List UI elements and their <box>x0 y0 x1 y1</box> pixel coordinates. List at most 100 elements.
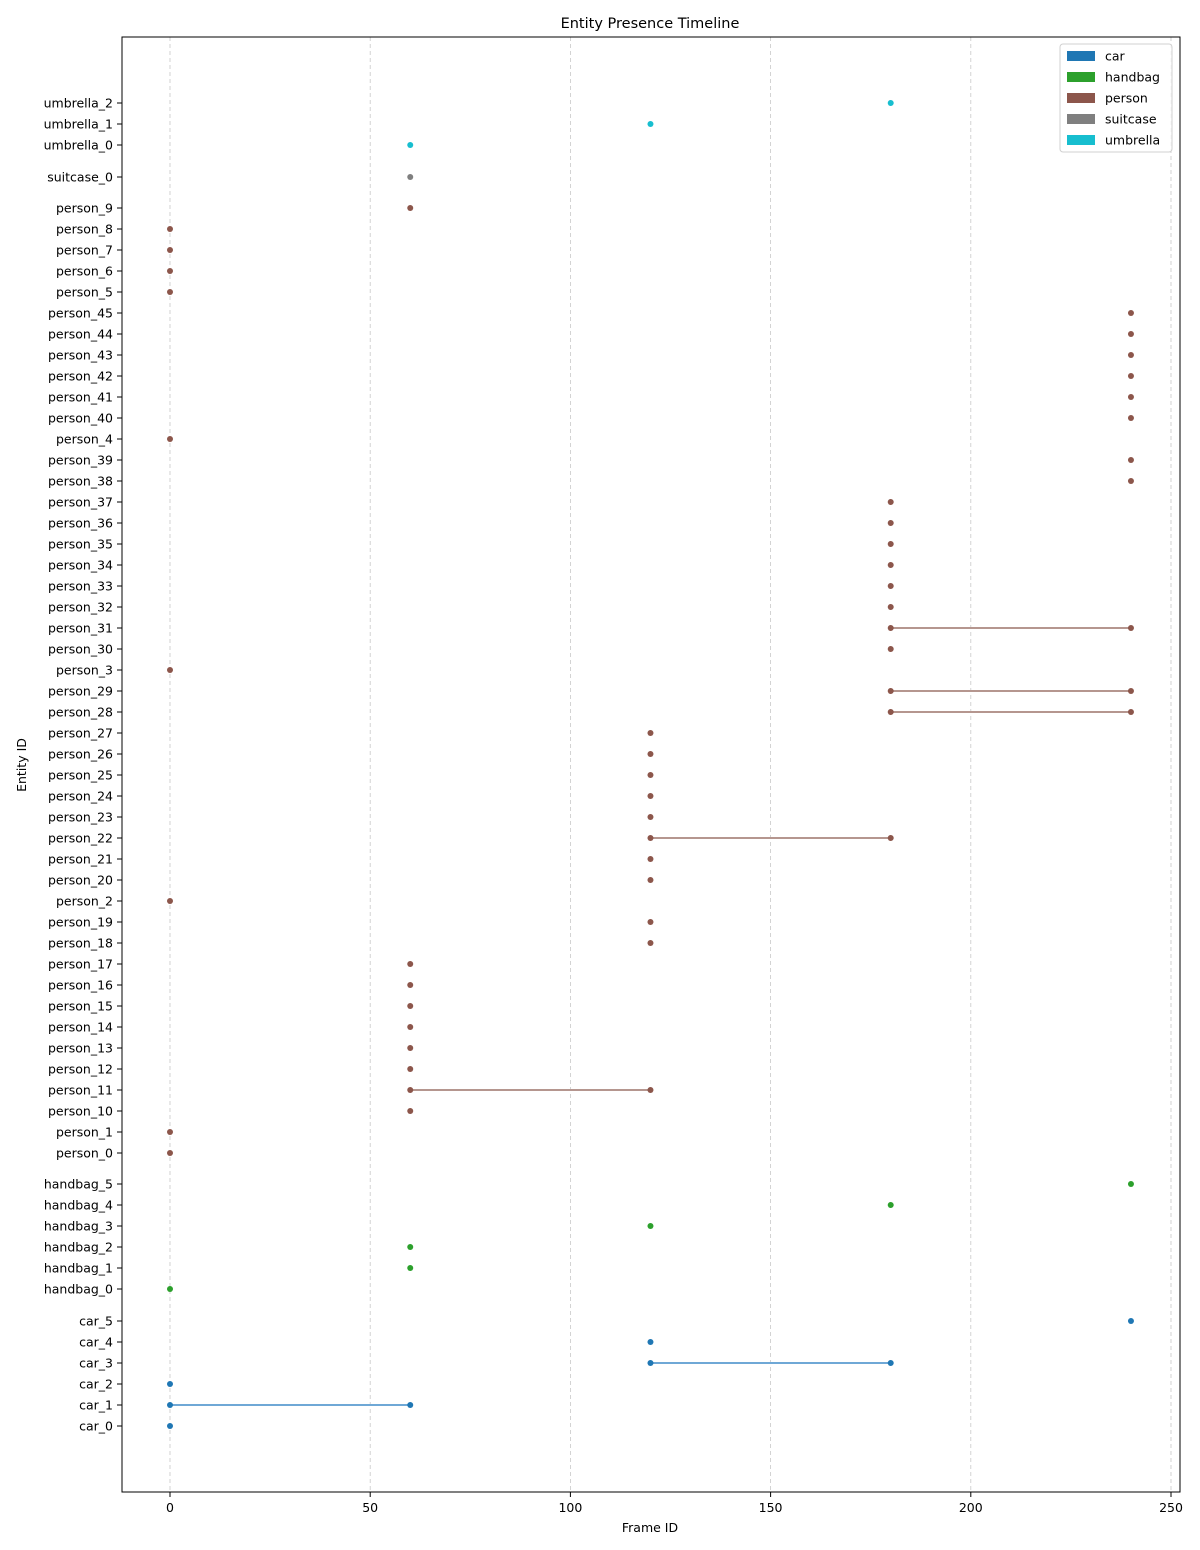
presence-point <box>407 1003 414 1009</box>
presence-point <box>887 562 894 568</box>
legend-swatch-suitcase <box>1067 114 1095 124</box>
presence-point <box>407 1045 414 1051</box>
x-tick-label: 0 <box>166 1500 174 1515</box>
chart-title: Entity Presence Timeline <box>561 16 740 32</box>
presence-point <box>887 604 894 610</box>
y-tick-label: person_37 <box>48 495 113 510</box>
presence-point <box>887 646 894 652</box>
presence-point <box>407 1087 414 1093</box>
y-tick-label: car_5 <box>79 1314 113 1329</box>
presence-point <box>647 121 654 127</box>
presence-point <box>1127 1181 1134 1187</box>
presence-point <box>887 520 894 526</box>
y-tick-label: handbag_0 <box>44 1282 113 1297</box>
presence-point <box>167 247 173 253</box>
presence-lines <box>170 627 1131 1406</box>
y-tick-label: person_25 <box>48 768 113 783</box>
y-tick-label: umbrella_2 <box>44 96 113 111</box>
y-tick-label: person_2 <box>56 894 113 909</box>
y-tick-label: suitcase_0 <box>47 170 113 185</box>
presence-point <box>1127 331 1134 337</box>
presence-point <box>167 226 173 232</box>
presence-point <box>167 898 173 904</box>
legend-swatch-car <box>1067 51 1095 61</box>
presence-point <box>407 174 414 180</box>
x-tick-label: 50 <box>362 1500 378 1515</box>
presence-point <box>647 751 654 757</box>
presence-point <box>1127 478 1134 484</box>
y-tick-label: person_28 <box>48 705 113 720</box>
y-axis-label: Entity ID <box>14 738 29 792</box>
y-tick-label: person_36 <box>48 516 113 531</box>
y-tick-label: person_24 <box>48 789 113 804</box>
presence-points <box>167 100 1134 1429</box>
y-tick-label: person_21 <box>48 852 113 867</box>
presence-point <box>167 436 173 442</box>
presence-point <box>887 1360 894 1366</box>
presence-point <box>887 541 894 547</box>
y-tick-label: car_0 <box>79 1419 113 1434</box>
y-tick-label: handbag_4 <box>44 1198 113 1213</box>
presence-point <box>1127 373 1134 379</box>
y-tick-label: person_15 <box>48 999 113 1014</box>
presence-point <box>1127 394 1134 400</box>
y-tick-label: person_12 <box>48 1062 113 1077</box>
presence-point <box>887 625 894 631</box>
y-tick-label: person_3 <box>56 663 113 678</box>
presence-point <box>1127 1318 1134 1324</box>
y-tick-label: person_6 <box>56 264 113 279</box>
legend-swatch-umbrella <box>1067 135 1095 145</box>
presence-point <box>647 730 654 736</box>
presence-point <box>167 1423 173 1429</box>
y-tick-label: person_7 <box>56 243 113 258</box>
y-tick-label: person_19 <box>48 915 113 930</box>
y-tick-label: umbrella_0 <box>44 138 113 153</box>
y-tick-label: person_5 <box>56 285 113 300</box>
y-tick-label: car_1 <box>79 1398 113 1413</box>
presence-point <box>1127 352 1134 358</box>
presence-point <box>407 961 414 967</box>
presence-point <box>647 814 654 820</box>
y-tick-label: person_30 <box>48 642 113 657</box>
x-tick-label: 100 <box>558 1500 582 1515</box>
presence-point <box>407 142 414 148</box>
presence-point <box>887 100 894 106</box>
y-tick-label: person_4 <box>56 432 113 447</box>
presence-point <box>887 835 894 841</box>
y-tick-label: person_45 <box>48 306 113 321</box>
x-gridlines <box>169 37 1172 1492</box>
presence-point <box>407 1402 414 1408</box>
presence-point <box>167 1129 173 1135</box>
legend-label-handbag: handbag <box>1105 70 1160 85</box>
presence-point <box>887 583 894 589</box>
y-axis-ticks: umbrella_2 umbrella_1 umbrella_0 suitcase_0… <box>44 96 122 1434</box>
x-tick-label: 200 <box>959 1500 983 1515</box>
presence-point <box>647 1360 654 1366</box>
y-tick-label: person_31 <box>48 621 113 636</box>
presence-point <box>647 919 654 925</box>
presence-point <box>1127 625 1134 631</box>
presence-point <box>407 1066 414 1072</box>
y-tick-label: person_17 <box>48 957 113 972</box>
presence-point <box>407 1024 414 1030</box>
y-tick-label: person_43 <box>48 348 113 363</box>
legend-label-person: person <box>1105 91 1148 106</box>
presence-point <box>647 1223 654 1229</box>
y-tick-label: person_11 <box>48 1083 113 1098</box>
presence-point <box>167 268 173 274</box>
y-tick-label: person_42 <box>48 369 113 384</box>
y-tick-label: person_26 <box>48 747 113 762</box>
y-tick-label: person_9 <box>56 201 113 216</box>
presence-point <box>1127 688 1134 694</box>
presence-point <box>647 856 654 862</box>
presence-point <box>887 688 894 694</box>
presence-point <box>647 940 654 946</box>
presence-point <box>1127 457 1134 463</box>
presence-point <box>887 1202 894 1208</box>
y-tick-label: person_38 <box>48 474 113 489</box>
y-tick-label: handbag_5 <box>44 1177 113 1192</box>
presence-point <box>647 793 654 799</box>
presence-point <box>887 499 894 505</box>
presence-point <box>167 1150 173 1156</box>
plot-frame <box>121 36 1181 1493</box>
